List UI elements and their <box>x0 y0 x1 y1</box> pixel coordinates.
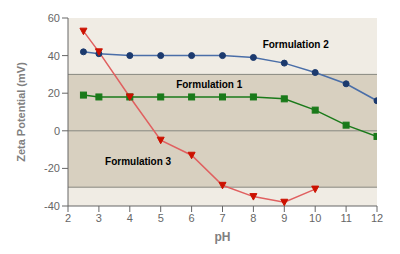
svg-text:10: 10 <box>309 212 321 224</box>
svg-text:4: 4 <box>127 212 133 224</box>
svg-text:11: 11 <box>340 212 351 224</box>
svg-text:60: 60 <box>48 12 60 24</box>
svg-text:Formulation 3: Formulation 3 <box>105 156 172 167</box>
svg-text:6: 6 <box>189 212 195 224</box>
svg-text:0: 0 <box>54 125 60 137</box>
svg-text:-40: -40 <box>44 200 60 212</box>
svg-text:2: 2 <box>65 212 71 224</box>
svg-text:3: 3 <box>96 212 102 224</box>
svg-text:7: 7 <box>219 212 225 224</box>
svg-text:Formulation 2: Formulation 2 <box>263 39 330 50</box>
svg-text:pH: pH <box>215 230 231 244</box>
svg-text:8: 8 <box>250 212 256 224</box>
svg-text:20: 20 <box>48 87 60 99</box>
svg-text:40: 40 <box>48 50 60 62</box>
svg-text:9: 9 <box>281 212 287 224</box>
svg-text:Formulation 1: Formulation 1 <box>176 79 243 90</box>
svg-text:5: 5 <box>158 212 164 224</box>
svg-text:-20: -20 <box>44 162 60 174</box>
svg-text:Zeta Potential (mV): Zeta Potential (mV) <box>15 62 27 162</box>
svg-text:12: 12 <box>371 212 383 224</box>
